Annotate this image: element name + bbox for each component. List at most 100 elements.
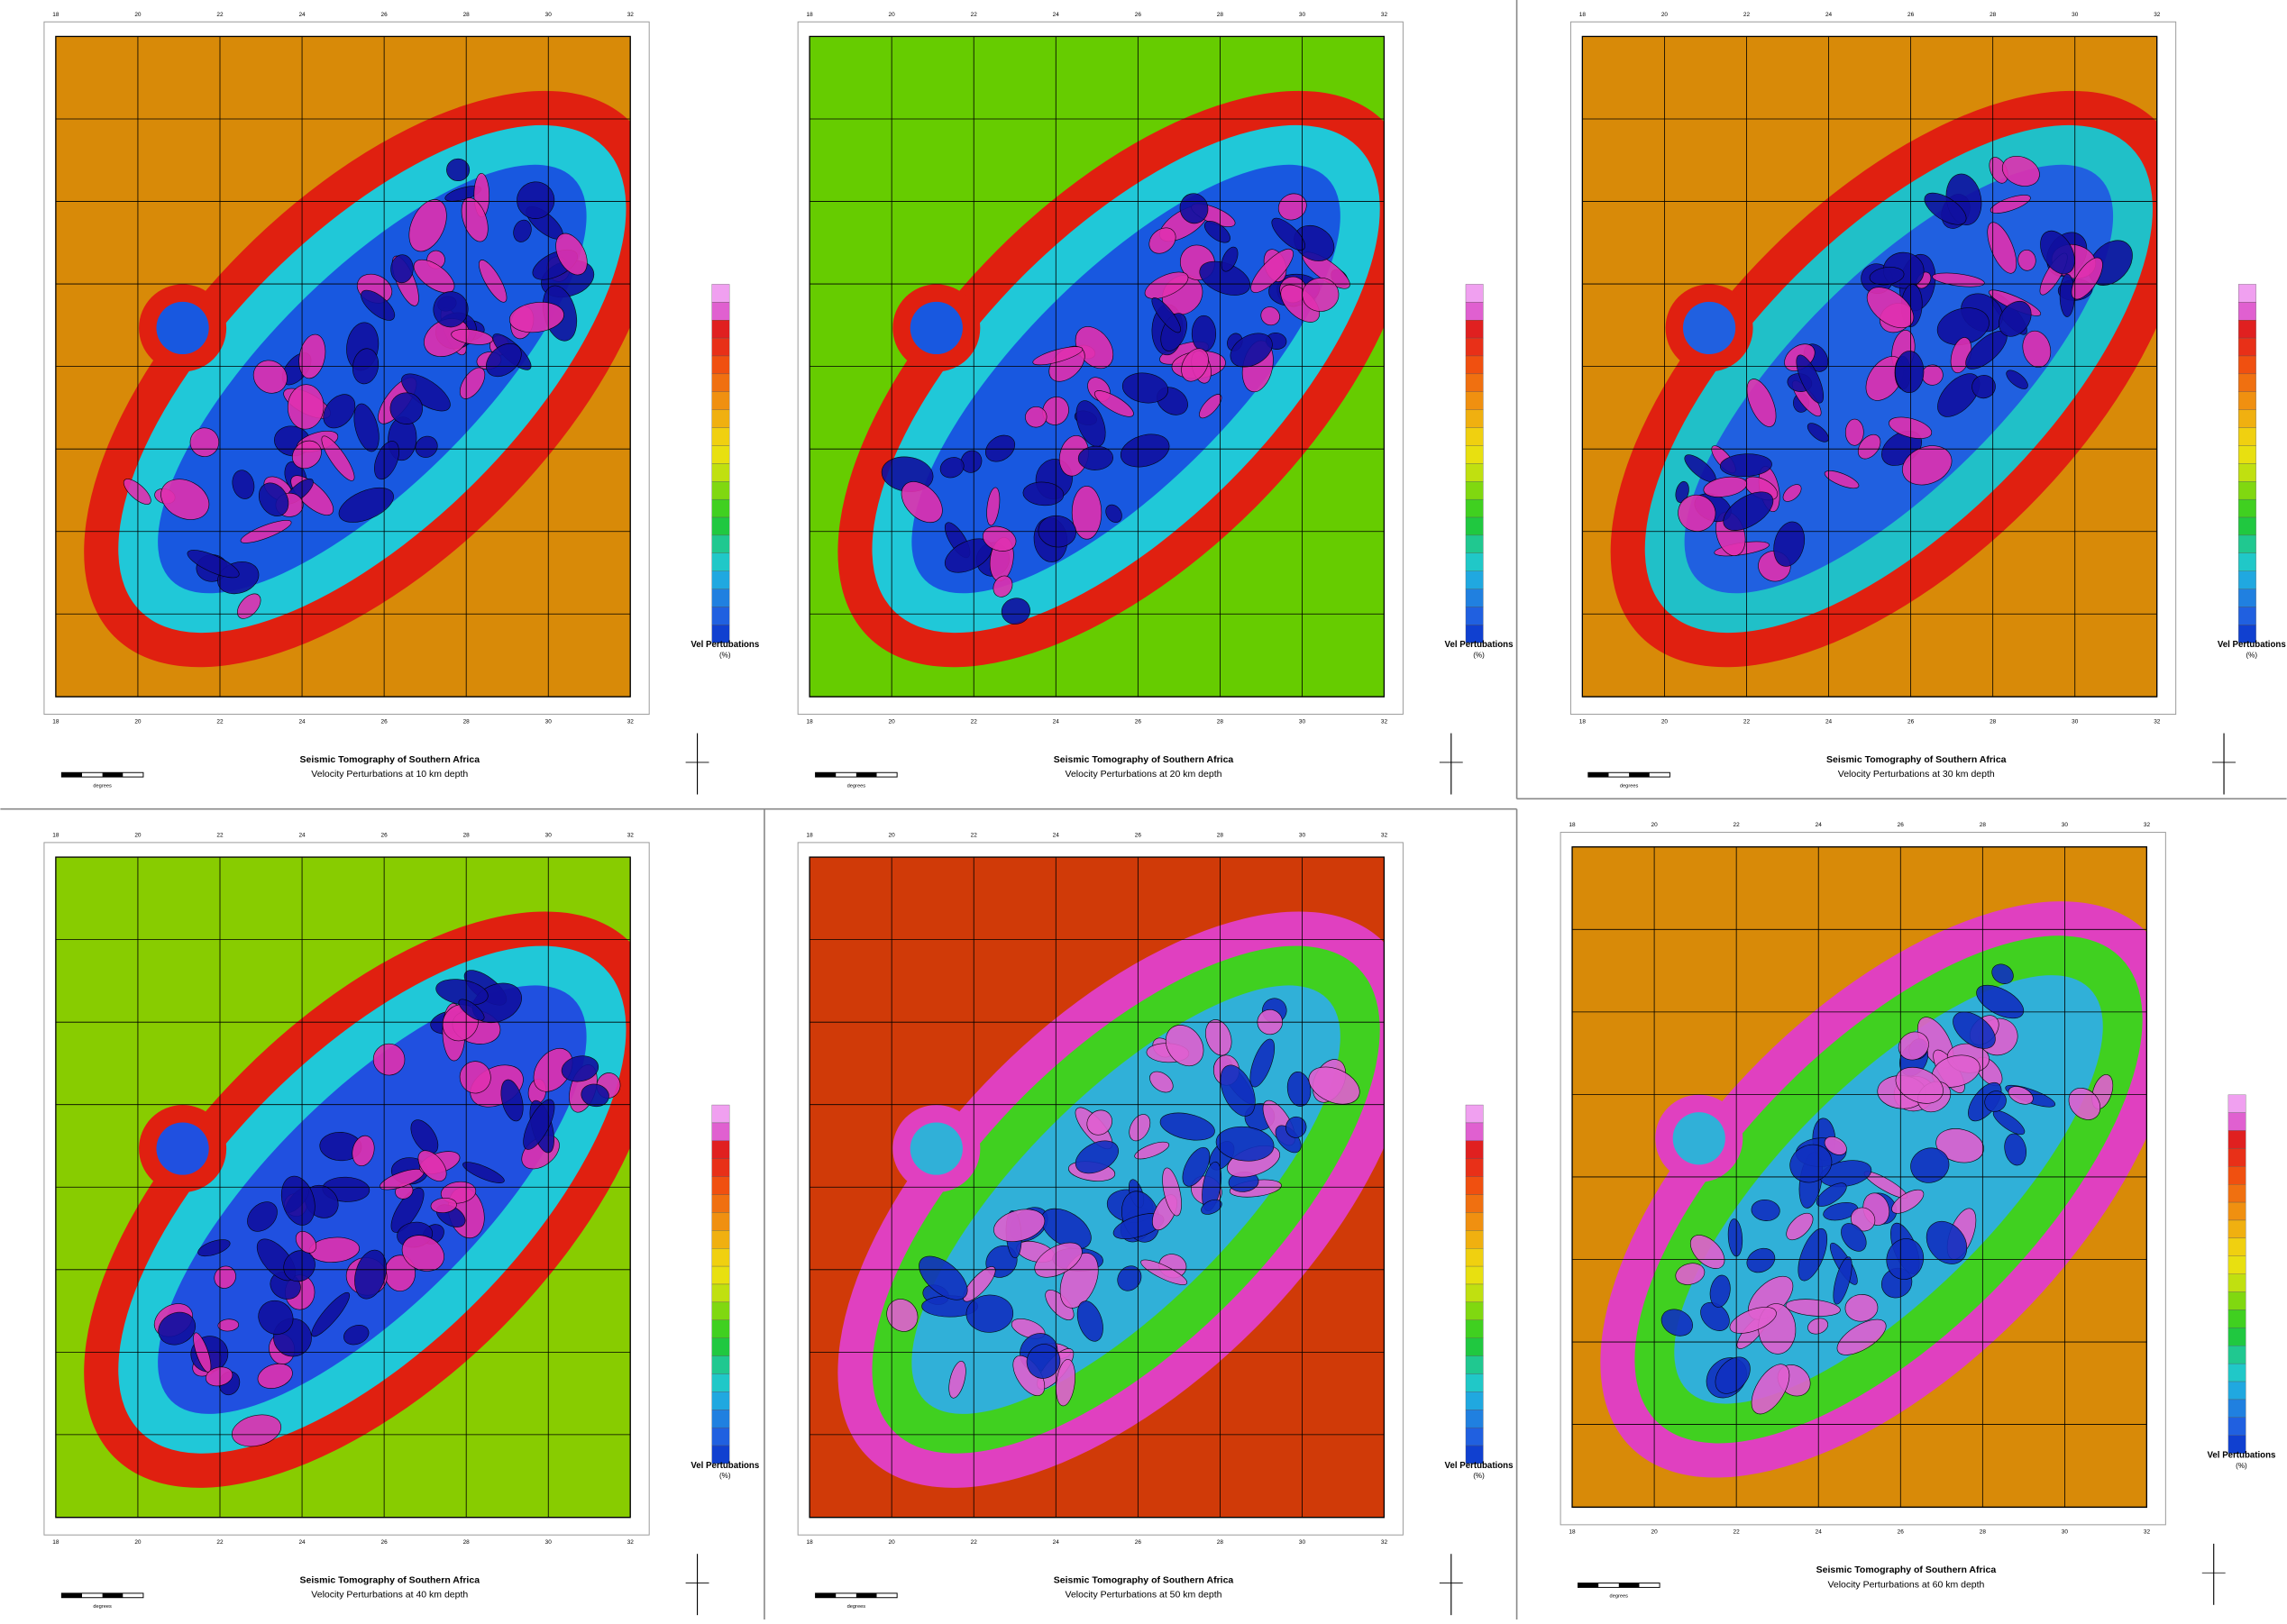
- x-tick-label: 18: [52, 718, 59, 725]
- legend-unit: (%): [2236, 1462, 2247, 1470]
- colorbar-swatch: [712, 1177, 729, 1195]
- x-tick-label: 20: [1651, 822, 1659, 828]
- scale-bar: [103, 772, 123, 777]
- colorbar-swatch: [2228, 1095, 2246, 1113]
- colorbar-swatch: [1466, 1212, 1483, 1230]
- map-subtitle: Velocity Perturbations at 50 km depth: [1066, 1590, 1222, 1601]
- legend-title: Vel Pertubations: [2218, 640, 2286, 650]
- colorbar-swatch: [712, 1284, 729, 1302]
- x-tick-label: 18: [52, 1539, 59, 1546]
- colorbar-swatch: [2238, 374, 2255, 392]
- x-tick-label: 20: [889, 12, 896, 18]
- colorbar-swatch: [712, 1428, 729, 1446]
- colorbar-swatch: [712, 1212, 729, 1230]
- map-subtitle: Velocity Perturbations at 20 km depth: [1066, 769, 1222, 780]
- x-tick-label: 32: [1381, 12, 1388, 18]
- colorbar-swatch: [1466, 1428, 1483, 1446]
- colorbar-swatch: [712, 607, 729, 625]
- x-tick-label: 18: [1579, 12, 1587, 18]
- colorbar-swatch: [712, 1338, 729, 1356]
- x-tick-label: 26: [381, 832, 389, 838]
- colorbar-swatch: [1466, 553, 1483, 571]
- x-tick-label: 20: [889, 832, 896, 838]
- colorbar-swatch: [2228, 1238, 2246, 1256]
- x-tick-label: 24: [1053, 832, 1060, 838]
- x-tick-label: 24: [298, 1539, 306, 1546]
- x-tick-label: 22: [971, 12, 978, 18]
- map-subtitle: Velocity Perturbations at 10 km depth: [311, 769, 468, 780]
- x-tick-label: 24: [1825, 12, 1833, 18]
- x-tick-label: 18: [807, 1539, 814, 1546]
- colorbar-swatch: [2238, 445, 2255, 463]
- colorbar-swatch: [1466, 338, 1483, 356]
- colorbar-swatch: [712, 499, 729, 517]
- colorbar-swatch: [712, 589, 729, 607]
- colorbar-swatch: [1466, 1320, 1483, 1338]
- colorbar-swatch: [2228, 1113, 2246, 1131]
- colorbar-swatch: [712, 284, 729, 302]
- map-title: Seismic Tomography of Southern Africa: [1054, 754, 1234, 765]
- x-tick-label: 24: [298, 832, 306, 838]
- x-tick-label: 28: [463, 12, 471, 18]
- colorbar-swatch: [2228, 1382, 2246, 1400]
- x-tick-label: 18: [807, 12, 814, 18]
- colorbar-swatch: [2228, 1131, 2246, 1149]
- x-tick-label: 22: [216, 12, 224, 18]
- legend-title: Vel Pertubations: [691, 640, 759, 650]
- x-tick-label: 22: [1743, 12, 1751, 18]
- colorbar-swatch: [712, 571, 729, 589]
- colorbar-swatch: [2238, 302, 2255, 320]
- colorbar-swatch: [2238, 320, 2255, 338]
- x-tick-label: 26: [381, 718, 389, 725]
- anomaly-band: [156, 1122, 208, 1174]
- x-tick-label: 22: [216, 832, 224, 838]
- x-tick-label: 32: [627, 718, 635, 725]
- x-tick-label: 30: [545, 832, 553, 838]
- colorbar-swatch: [712, 338, 729, 356]
- scale-bar: [816, 1593, 837, 1598]
- colorbar-swatch: [2238, 535, 2255, 553]
- colorbar-swatch: [1466, 589, 1483, 607]
- colorbar-swatch: [1466, 1338, 1483, 1356]
- map-panel: 18182020222224242626282830303232Vel Pert…: [739, 0, 1513, 795]
- colorbar-swatch: [712, 1302, 729, 1320]
- x-tick-label: 18: [1579, 718, 1587, 725]
- x-tick-label: 28: [1980, 1529, 1987, 1536]
- scale-bar: [1629, 772, 1650, 777]
- colorbar-swatch: [1466, 481, 1483, 499]
- colorbar-swatch: [712, 320, 729, 338]
- legend-title: Vel Pertubations: [691, 1461, 759, 1471]
- colorbar-swatch: [2238, 463, 2255, 481]
- x-tick-label: 30: [545, 718, 553, 725]
- colorbar-swatch: [2228, 1166, 2246, 1184]
- anomaly-band: [1673, 1112, 1725, 1164]
- colorbar-swatch: [2238, 392, 2255, 410]
- legend-unit: (%): [719, 1472, 731, 1480]
- x-tick-label: 32: [2144, 1529, 2151, 1536]
- anomaly-band: [910, 1122, 963, 1174]
- colorbar-swatch: [712, 1195, 729, 1213]
- anomaly-blob: [1192, 315, 1216, 351]
- colorbar-swatch: [712, 302, 729, 320]
- scale-label: degrees: [93, 783, 112, 789]
- colorbar-swatch: [712, 481, 729, 499]
- x-tick-label: 26: [1135, 832, 1142, 838]
- colorbar-swatch: [1466, 1391, 1483, 1410]
- x-tick-label: 28: [1217, 12, 1224, 18]
- scale-bar: [61, 1593, 82, 1598]
- colorbar-swatch: [1466, 1248, 1483, 1266]
- x-tick-label: 22: [216, 1539, 224, 1546]
- colorbar-swatch: [712, 428, 729, 446]
- x-tick-label: 30: [1299, 12, 1306, 18]
- x-tick-label: 30: [2072, 718, 2079, 725]
- scale-label: degrees: [847, 783, 866, 789]
- map-title: Seismic Tomography of Southern Africa: [1826, 754, 2007, 765]
- colorbar-swatch: [2228, 1346, 2246, 1364]
- colorbar-swatch: [712, 374, 729, 392]
- scale-label: degrees: [1610, 1594, 1629, 1600]
- colorbar-swatch: [1466, 284, 1483, 302]
- x-tick-label: 26: [1135, 718, 1142, 725]
- x-tick-label: 20: [1651, 1529, 1659, 1536]
- scale-label: degrees: [1620, 783, 1639, 789]
